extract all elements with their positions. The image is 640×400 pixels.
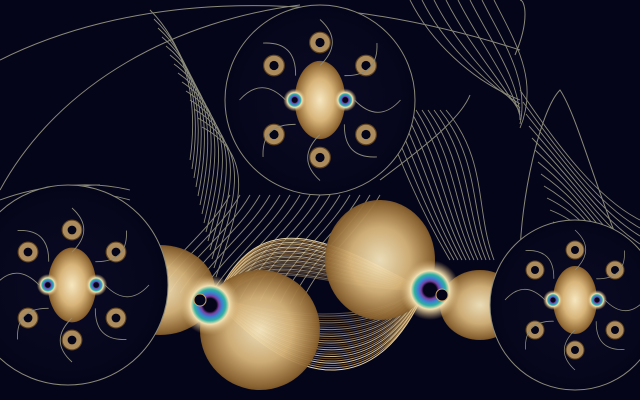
eye-left: [180, 275, 240, 335]
disc-left: [0, 184, 169, 386]
singularity-right: [435, 288, 449, 302]
eye-right: [400, 260, 460, 320]
singularity-left: [193, 293, 207, 307]
disc-right: [489, 219, 640, 391]
disc-top: [224, 4, 416, 196]
